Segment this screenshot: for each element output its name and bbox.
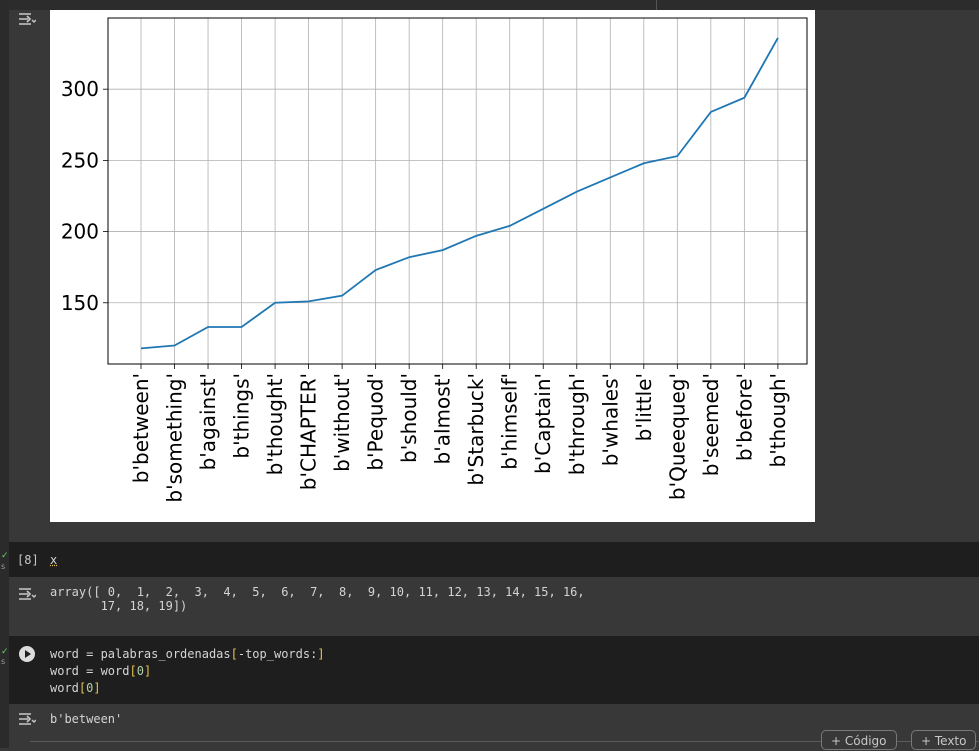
bracket-token: ]	[93, 681, 101, 695]
x-tick-label: b'through'	[565, 373, 589, 475]
x-tick-label: b'seemed'	[699, 373, 723, 476]
code-line-3[interactable]: word[0]	[50, 680, 101, 697]
bracket-token: [	[230, 647, 238, 661]
add-code-button[interactable]: + Código	[821, 730, 897, 750]
x-tick-label: b'whales'	[598, 373, 622, 466]
x-tick-label: b'CHAPTER'	[297, 373, 321, 490]
divider	[656, 0, 657, 10]
run-cell-button[interactable]	[19, 646, 35, 662]
plot-frame	[107, 17, 808, 365]
output-toggle-icon[interactable]	[18, 587, 36, 601]
code-editor[interactable]: x	[50, 553, 58, 567]
x-tick-label: b'Captain'	[531, 373, 555, 474]
number-token: 0	[86, 681, 94, 695]
y-tick-label: 300	[61, 77, 99, 101]
number-token: 0	[136, 664, 144, 678]
exec-time-label: s	[1, 657, 6, 666]
x-tick-label: b'Pequod'	[364, 373, 388, 471]
bracket-token: [	[129, 664, 137, 678]
left-gutter	[0, 0, 9, 748]
code-cell-9[interactable]	[9, 636, 979, 704]
previous-cell-strip	[0, 0, 979, 10]
x-tick-label: b'Queequeg'	[665, 373, 689, 500]
x-tick-label: b'between'	[129, 373, 153, 483]
x-tick-label: b'himself'	[498, 373, 522, 470]
output-text: b'between'	[50, 712, 123, 726]
execution-count: [8]	[17, 553, 39, 567]
x-tick-label: b'should'	[397, 373, 421, 463]
x-tick-label: b'Starbuck'	[464, 373, 488, 486]
output-toggle-icon[interactable]	[18, 12, 36, 26]
x-tick-label: b'though'	[766, 373, 790, 468]
executed-check-icon: ✓	[1, 647, 9, 657]
line-chart: 150 200 250 300 b'between' b'something' b'agai…	[61, 17, 808, 503]
output-toggle-icon[interactable]	[18, 712, 36, 726]
x-tick-label: b'things'	[230, 373, 254, 459]
x-tick-label: b'without'	[330, 373, 354, 472]
x-tick-label: b'almost'	[431, 373, 455, 464]
bracket-token: ]	[317, 647, 325, 661]
code-line-1[interactable]: word = palabras_ordenadas[-top_words:]	[50, 646, 325, 663]
output-area-8	[9, 577, 979, 636]
add-cell-divider	[30, 741, 979, 742]
x-tick-label: b'before'	[732, 373, 756, 461]
y-tick-label: 200	[61, 220, 99, 244]
exec-time-label: s	[1, 562, 6, 571]
add-text-button[interactable]: + Texto	[911, 730, 977, 750]
code-cell-8[interactable]	[9, 542, 979, 577]
code-token: word = word	[50, 664, 130, 678]
bracket-token: [	[78, 681, 87, 695]
bracket-token: ]	[143, 664, 152, 678]
y-tick-label: 150	[61, 291, 99, 315]
code-token: -top_words:	[237, 647, 318, 661]
x-tick-label: b'something'	[163, 373, 187, 503]
code-token: word = palabras_ordenadas	[50, 647, 231, 661]
x-tick-label: b'against'	[196, 373, 220, 470]
code-line-2[interactable]: word = word[0]	[50, 663, 151, 680]
output-text: array([ 0, 1, 2, 3, 4, 5, 6, 7, 8, 9, 10…	[50, 585, 585, 613]
executed-check-icon: ✓	[1, 551, 9, 561]
x-tick-label: b'little'	[632, 373, 656, 441]
y-tick-label: 250	[61, 148, 99, 172]
series-line	[140, 37, 779, 350]
chart-output: 150 200 250 300 b'between' b'something' b'agai…	[50, 10, 815, 522]
code-token: word	[50, 681, 79, 695]
x-tick-label: b'thought'	[263, 373, 287, 475]
